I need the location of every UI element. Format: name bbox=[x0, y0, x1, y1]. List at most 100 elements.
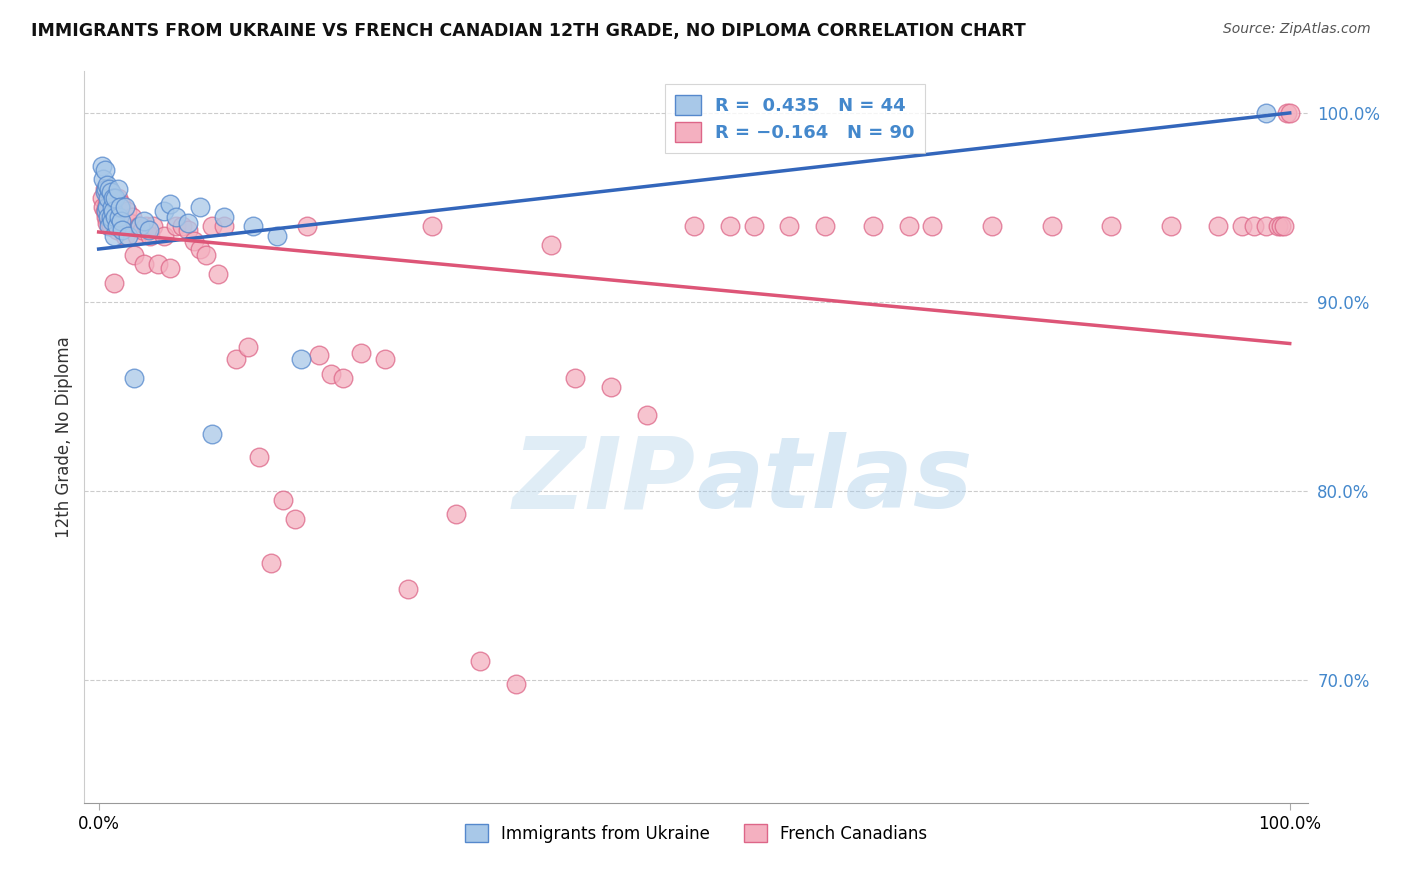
Point bbox=[97, 186, 120, 200]
Point bbox=[114, 201, 136, 215]
Point bbox=[100, 186, 122, 200]
Point bbox=[290, 351, 312, 366]
Point bbox=[564, 370, 586, 384]
Point bbox=[104, 191, 127, 205]
Point bbox=[183, 235, 205, 249]
Point bbox=[98, 181, 121, 195]
Point bbox=[188, 201, 211, 215]
Point bbox=[97, 204, 120, 219]
Point bbox=[96, 201, 118, 215]
Point bbox=[96, 216, 118, 230]
Point bbox=[93, 201, 115, 215]
Point bbox=[814, 219, 837, 234]
Point bbox=[93, 204, 115, 219]
Point bbox=[165, 219, 187, 234]
Point bbox=[108, 219, 131, 234]
Point bbox=[101, 201, 124, 215]
Point bbox=[201, 427, 224, 442]
Point bbox=[108, 204, 131, 219]
Point bbox=[1206, 219, 1229, 234]
Point bbox=[266, 228, 288, 243]
Point bbox=[132, 213, 155, 227]
Point bbox=[319, 367, 342, 381]
Point bbox=[242, 219, 264, 234]
Point bbox=[98, 219, 121, 234]
Point bbox=[121, 210, 143, 224]
Point bbox=[104, 210, 127, 224]
Point bbox=[132, 257, 155, 271]
Point bbox=[128, 219, 150, 234]
Point bbox=[94, 204, 117, 219]
Point bbox=[124, 370, 146, 384]
Point bbox=[170, 219, 193, 234]
Point bbox=[207, 267, 229, 281]
Point bbox=[93, 172, 115, 186]
Point bbox=[117, 228, 139, 243]
Point bbox=[131, 223, 153, 237]
Point bbox=[177, 216, 200, 230]
Point bbox=[444, 507, 467, 521]
Point bbox=[139, 228, 162, 243]
Point bbox=[540, 238, 562, 252]
Point bbox=[138, 223, 160, 237]
Point bbox=[153, 228, 176, 243]
Point bbox=[108, 201, 131, 215]
Point bbox=[91, 191, 114, 205]
Point bbox=[100, 213, 122, 227]
Point bbox=[110, 196, 132, 211]
Text: IMMIGRANTS FROM UKRAINE VS FRENCH CANADIAN 12TH GRADE, NO DIPLOMA CORRELATION CH: IMMIGRANTS FROM UKRAINE VS FRENCH CANADI… bbox=[31, 22, 1026, 40]
Point bbox=[129, 219, 152, 234]
Point bbox=[159, 260, 181, 275]
Point bbox=[921, 219, 943, 234]
Point bbox=[1272, 219, 1295, 234]
Point bbox=[103, 228, 125, 243]
Point bbox=[94, 210, 117, 224]
Point bbox=[599, 380, 621, 394]
Point bbox=[683, 219, 706, 234]
Point bbox=[636, 409, 658, 423]
Point bbox=[125, 228, 148, 243]
Point bbox=[100, 219, 122, 234]
Point bbox=[742, 219, 765, 234]
Point bbox=[505, 677, 527, 691]
Point bbox=[93, 186, 115, 200]
Point bbox=[1160, 219, 1182, 234]
Point bbox=[194, 248, 217, 262]
Point bbox=[177, 223, 200, 237]
Point bbox=[1254, 219, 1277, 234]
Point bbox=[1230, 219, 1253, 234]
Point bbox=[105, 223, 128, 237]
Point bbox=[981, 219, 1004, 234]
Point bbox=[107, 181, 129, 195]
Point bbox=[98, 213, 121, 227]
Point bbox=[111, 219, 134, 234]
Point bbox=[110, 213, 132, 227]
Point bbox=[188, 242, 211, 256]
Point bbox=[97, 210, 120, 224]
Point bbox=[111, 223, 134, 237]
Point bbox=[212, 219, 235, 234]
Point bbox=[159, 196, 181, 211]
Point bbox=[105, 219, 128, 234]
Point bbox=[236, 340, 259, 354]
Point bbox=[373, 351, 395, 366]
Point bbox=[1099, 219, 1122, 234]
Point bbox=[100, 201, 122, 215]
Point bbox=[284, 512, 307, 526]
Text: Source: ZipAtlas.com: Source: ZipAtlas.com bbox=[1223, 22, 1371, 37]
Point bbox=[100, 210, 122, 224]
Point bbox=[148, 257, 170, 271]
Text: atlas: atlas bbox=[696, 433, 973, 530]
Text: ZIP: ZIP bbox=[513, 433, 696, 530]
Point bbox=[104, 201, 127, 215]
Point bbox=[1243, 219, 1265, 234]
Point bbox=[135, 219, 157, 234]
Point bbox=[1267, 219, 1289, 234]
Point bbox=[101, 204, 124, 219]
Point bbox=[142, 219, 165, 234]
Point bbox=[468, 654, 491, 668]
Point bbox=[897, 219, 920, 234]
Point bbox=[91, 159, 114, 173]
Point bbox=[153, 204, 176, 219]
Point bbox=[1278, 106, 1301, 120]
